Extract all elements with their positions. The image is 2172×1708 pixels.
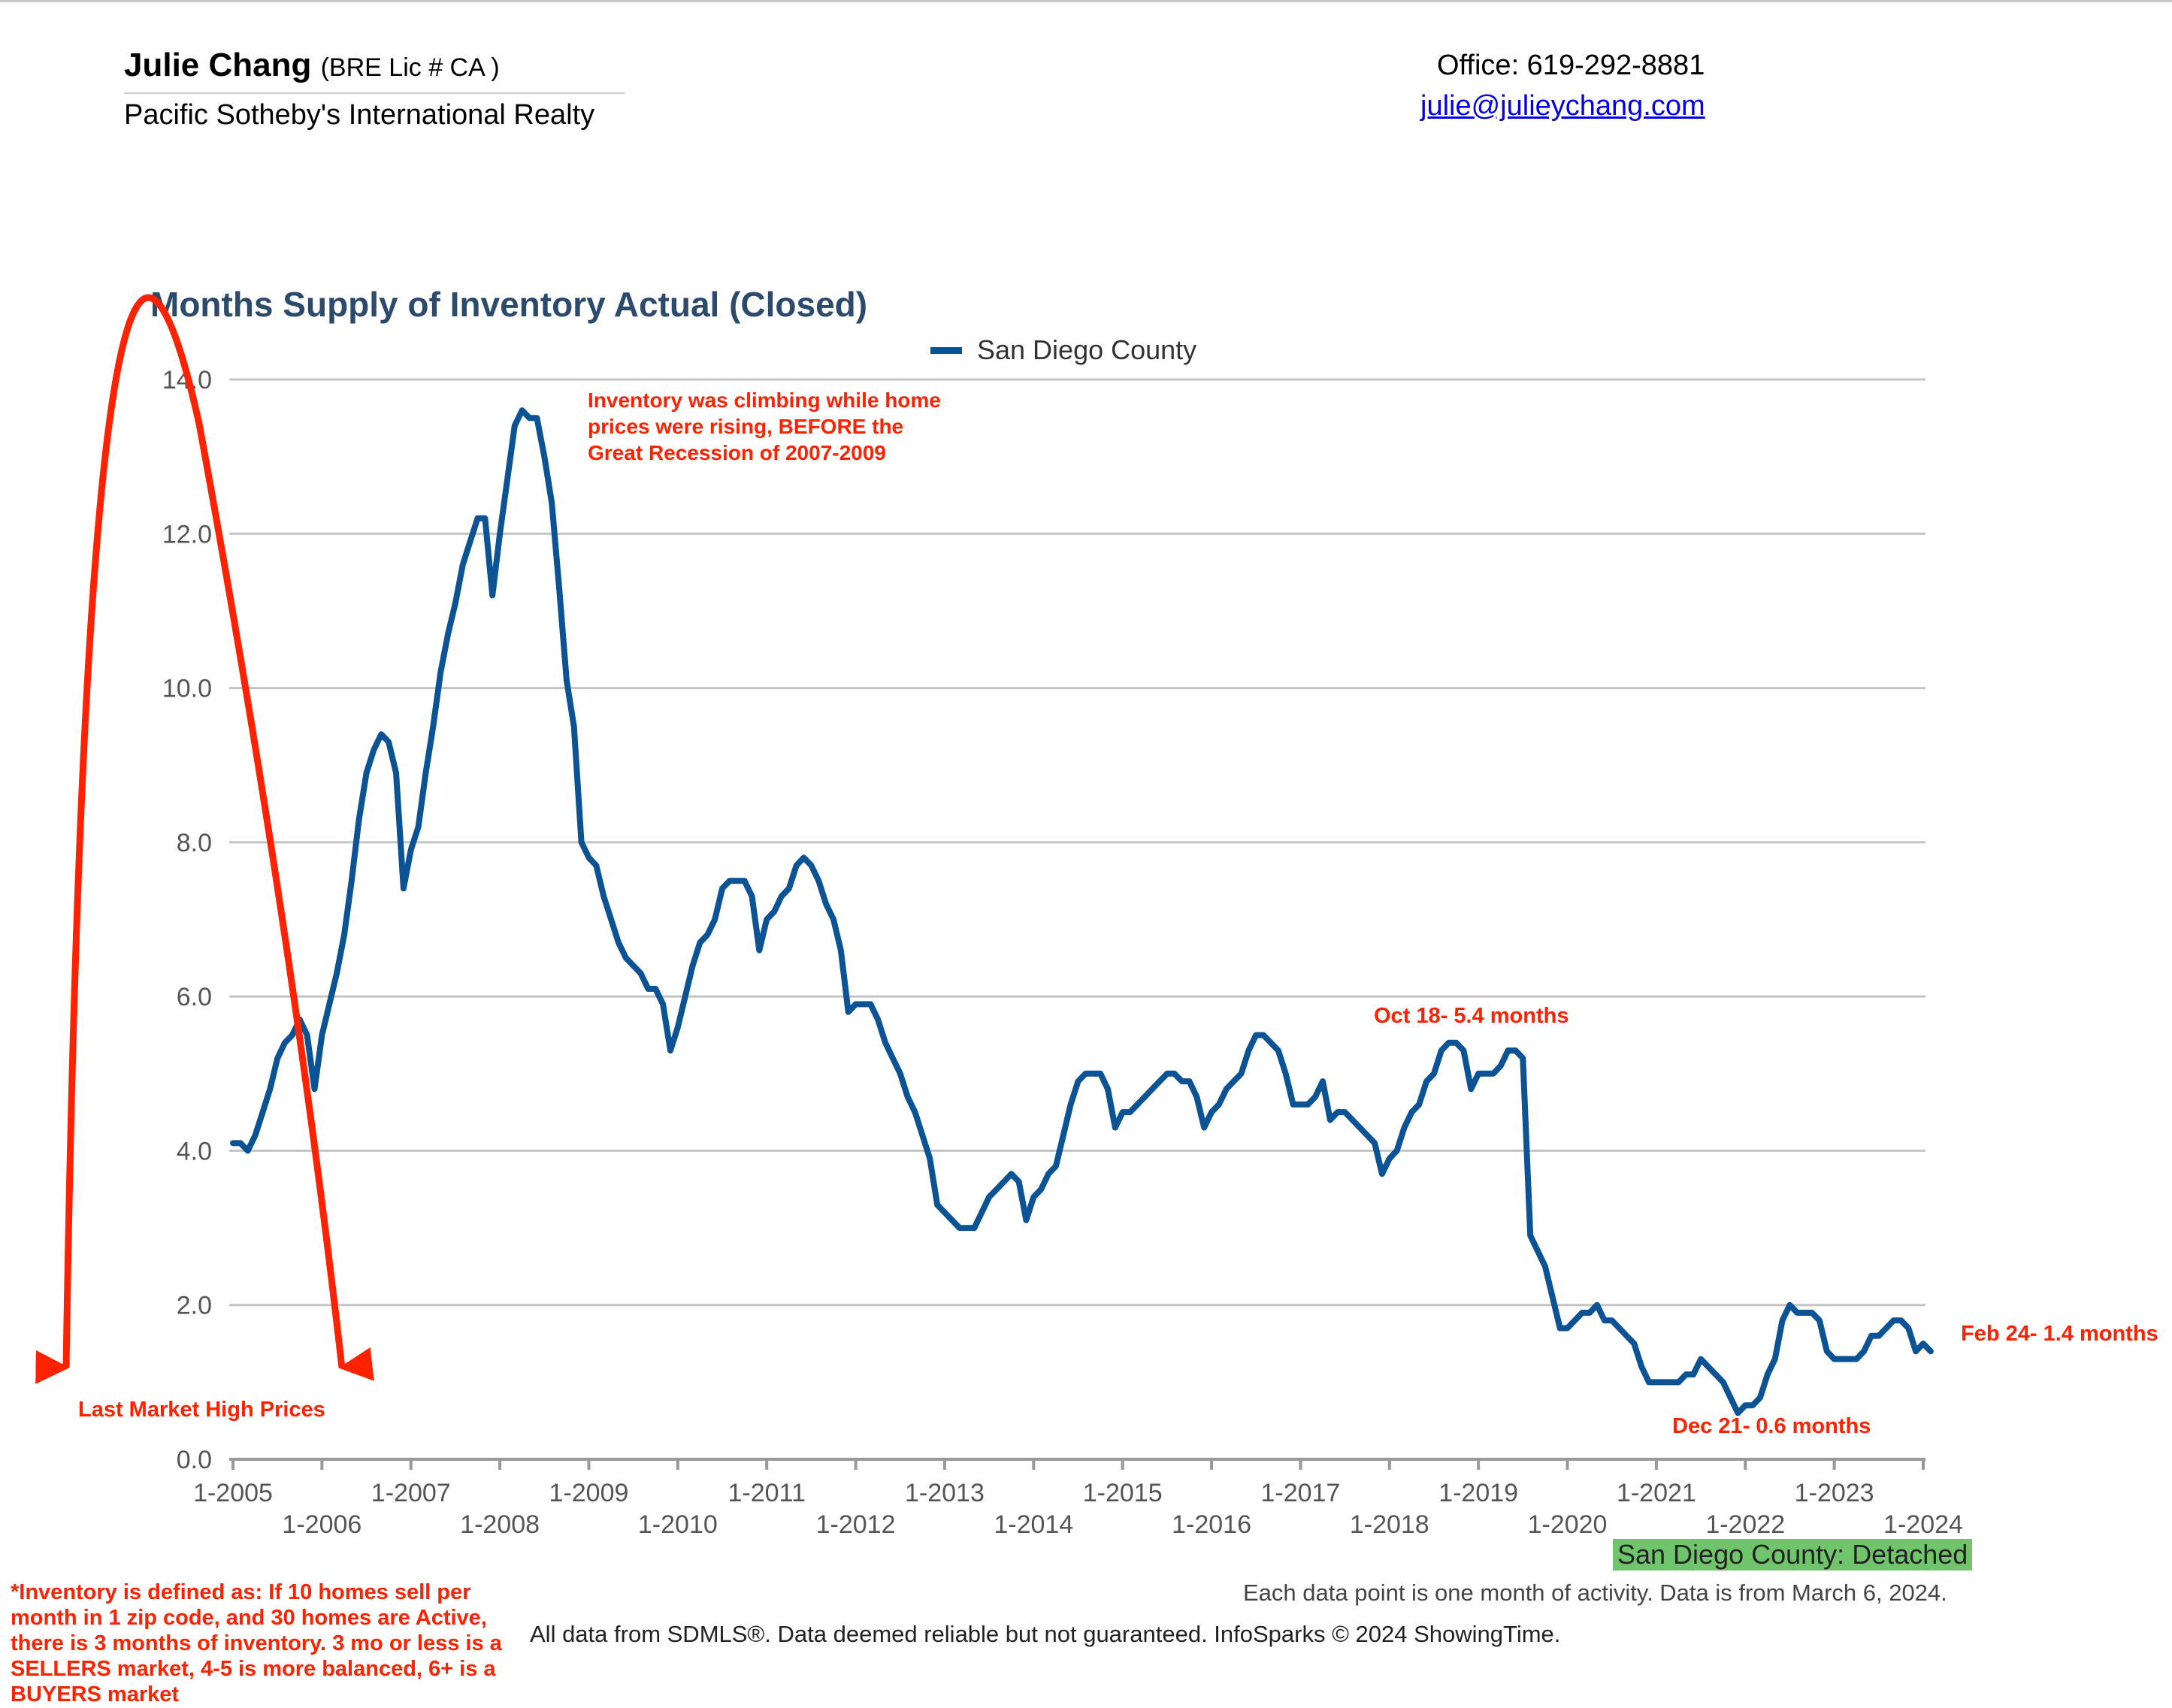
x-axis [229, 1458, 1925, 1470]
x-tick-label: 1-2020 [1528, 1510, 1608, 1539]
x-tick-label: 1-2011 [728, 1479, 806, 1507]
x-axis-tick-labels: 1-2005 1-2007 1-2009 1-2011 1-2013 1-2015 1-20… [193, 1479, 1963, 1539]
agent-name-text: Julie Chang [124, 47, 312, 83]
annotation-text: Inventory was climbing while home [588, 388, 941, 412]
x-tick-label: 1-2022 [1705, 1510, 1785, 1539]
email-link[interactable]: julie@julieychang.com [1420, 90, 1705, 122]
y-tick-label: 8.0 [177, 829, 212, 857]
x-tick-label: 1-2014 [994, 1510, 1073, 1539]
grid-lines [229, 378, 1925, 1307]
x-tick-label: 1-2012 [816, 1510, 896, 1539]
x-tick-label: 1-2008 [460, 1510, 540, 1539]
source-note: All data from SDMLS®. Data deemed reliab… [530, 1621, 1561, 1647]
x-tick-label: 1-2009 [549, 1479, 629, 1507]
y-tick-label: 4.0 [177, 1137, 212, 1165]
header-rule [124, 92, 625, 94]
y-tick-label: 0.0 [177, 1446, 212, 1474]
legend-swatch [930, 346, 962, 354]
office-phone: Office: 619-292-8881 [1437, 50, 1705, 81]
y-tick-label: 10.0 [162, 675, 212, 703]
chart-title: Months Supply of Inventory Actual (Close… [150, 285, 868, 324]
y-axis-tick-labels: 0.02.04.06.08.010.012.014.0 [162, 366, 212, 1474]
inventory-definition-note: *Inventory is defined as: If 10 homes se… [11, 1580, 502, 1706]
annotation-text: Dec 21- 0.6 months [1672, 1414, 1871, 1438]
data-note: Each data point is one month of activity… [1243, 1580, 1947, 1606]
top-divider [0, 0, 2172, 2]
peak-arrow-left [35, 294, 374, 1384]
annotation-text: Last Market High Prices [78, 1398, 325, 1422]
x-tick-label: 1-2010 [638, 1510, 718, 1539]
x-tick-label: 1-2021 [1617, 1479, 1696, 1507]
agent-license: (BRE Lic # CA ) [320, 53, 500, 82]
annotation-text: Oct 18- 5.4 months [1374, 1004, 1568, 1028]
legend-label: San Diego County [977, 334, 1197, 365]
series-line-san-diego-county [230, 407, 1934, 1416]
x-tick-label: 1-2013 [905, 1479, 985, 1507]
y-tick-label: 12.0 [162, 520, 212, 549]
x-tick-label: 1-2016 [1172, 1510, 1251, 1539]
annotation-text: prices were rising, BEFORE the [588, 415, 903, 438]
x-tick-label: 1-2019 [1438, 1479, 1518, 1507]
annotation-text: Great Recession of 2007-2009 [588, 441, 886, 464]
x-tick-label: 1-2005 [193, 1479, 273, 1507]
y-tick-label: 2.0 [177, 1292, 212, 1320]
x-tick-label: 1-2015 [1083, 1479, 1163, 1507]
annotations: Inventory was climbing while home prices … [35, 294, 2158, 1438]
annotation-text: Feb 24- 1.4 months [1961, 1322, 2158, 1346]
x-tick-label: 1-2018 [1350, 1510, 1429, 1539]
series-layer [230, 407, 1934, 1416]
y-tick-label: 6.0 [177, 983, 212, 1011]
x-tick-label: 1-2023 [1795, 1479, 1874, 1507]
x-tick-label: 1-2006 [282, 1510, 361, 1539]
region-badge: San Diego County: Detached [1613, 1539, 1973, 1570]
agent-name: Julie Chang (BRE Lic # CA ) [124, 47, 500, 84]
x-tick-label: 1-2017 [1260, 1479, 1340, 1507]
agent-company: Pacific Sotheby's International Realty [124, 99, 595, 131]
chart-legend: San Diego County [930, 334, 1196, 366]
x-tick-label: 1-2024 [1883, 1510, 1963, 1539]
x-tick-label: 1-2007 [371, 1479, 451, 1507]
